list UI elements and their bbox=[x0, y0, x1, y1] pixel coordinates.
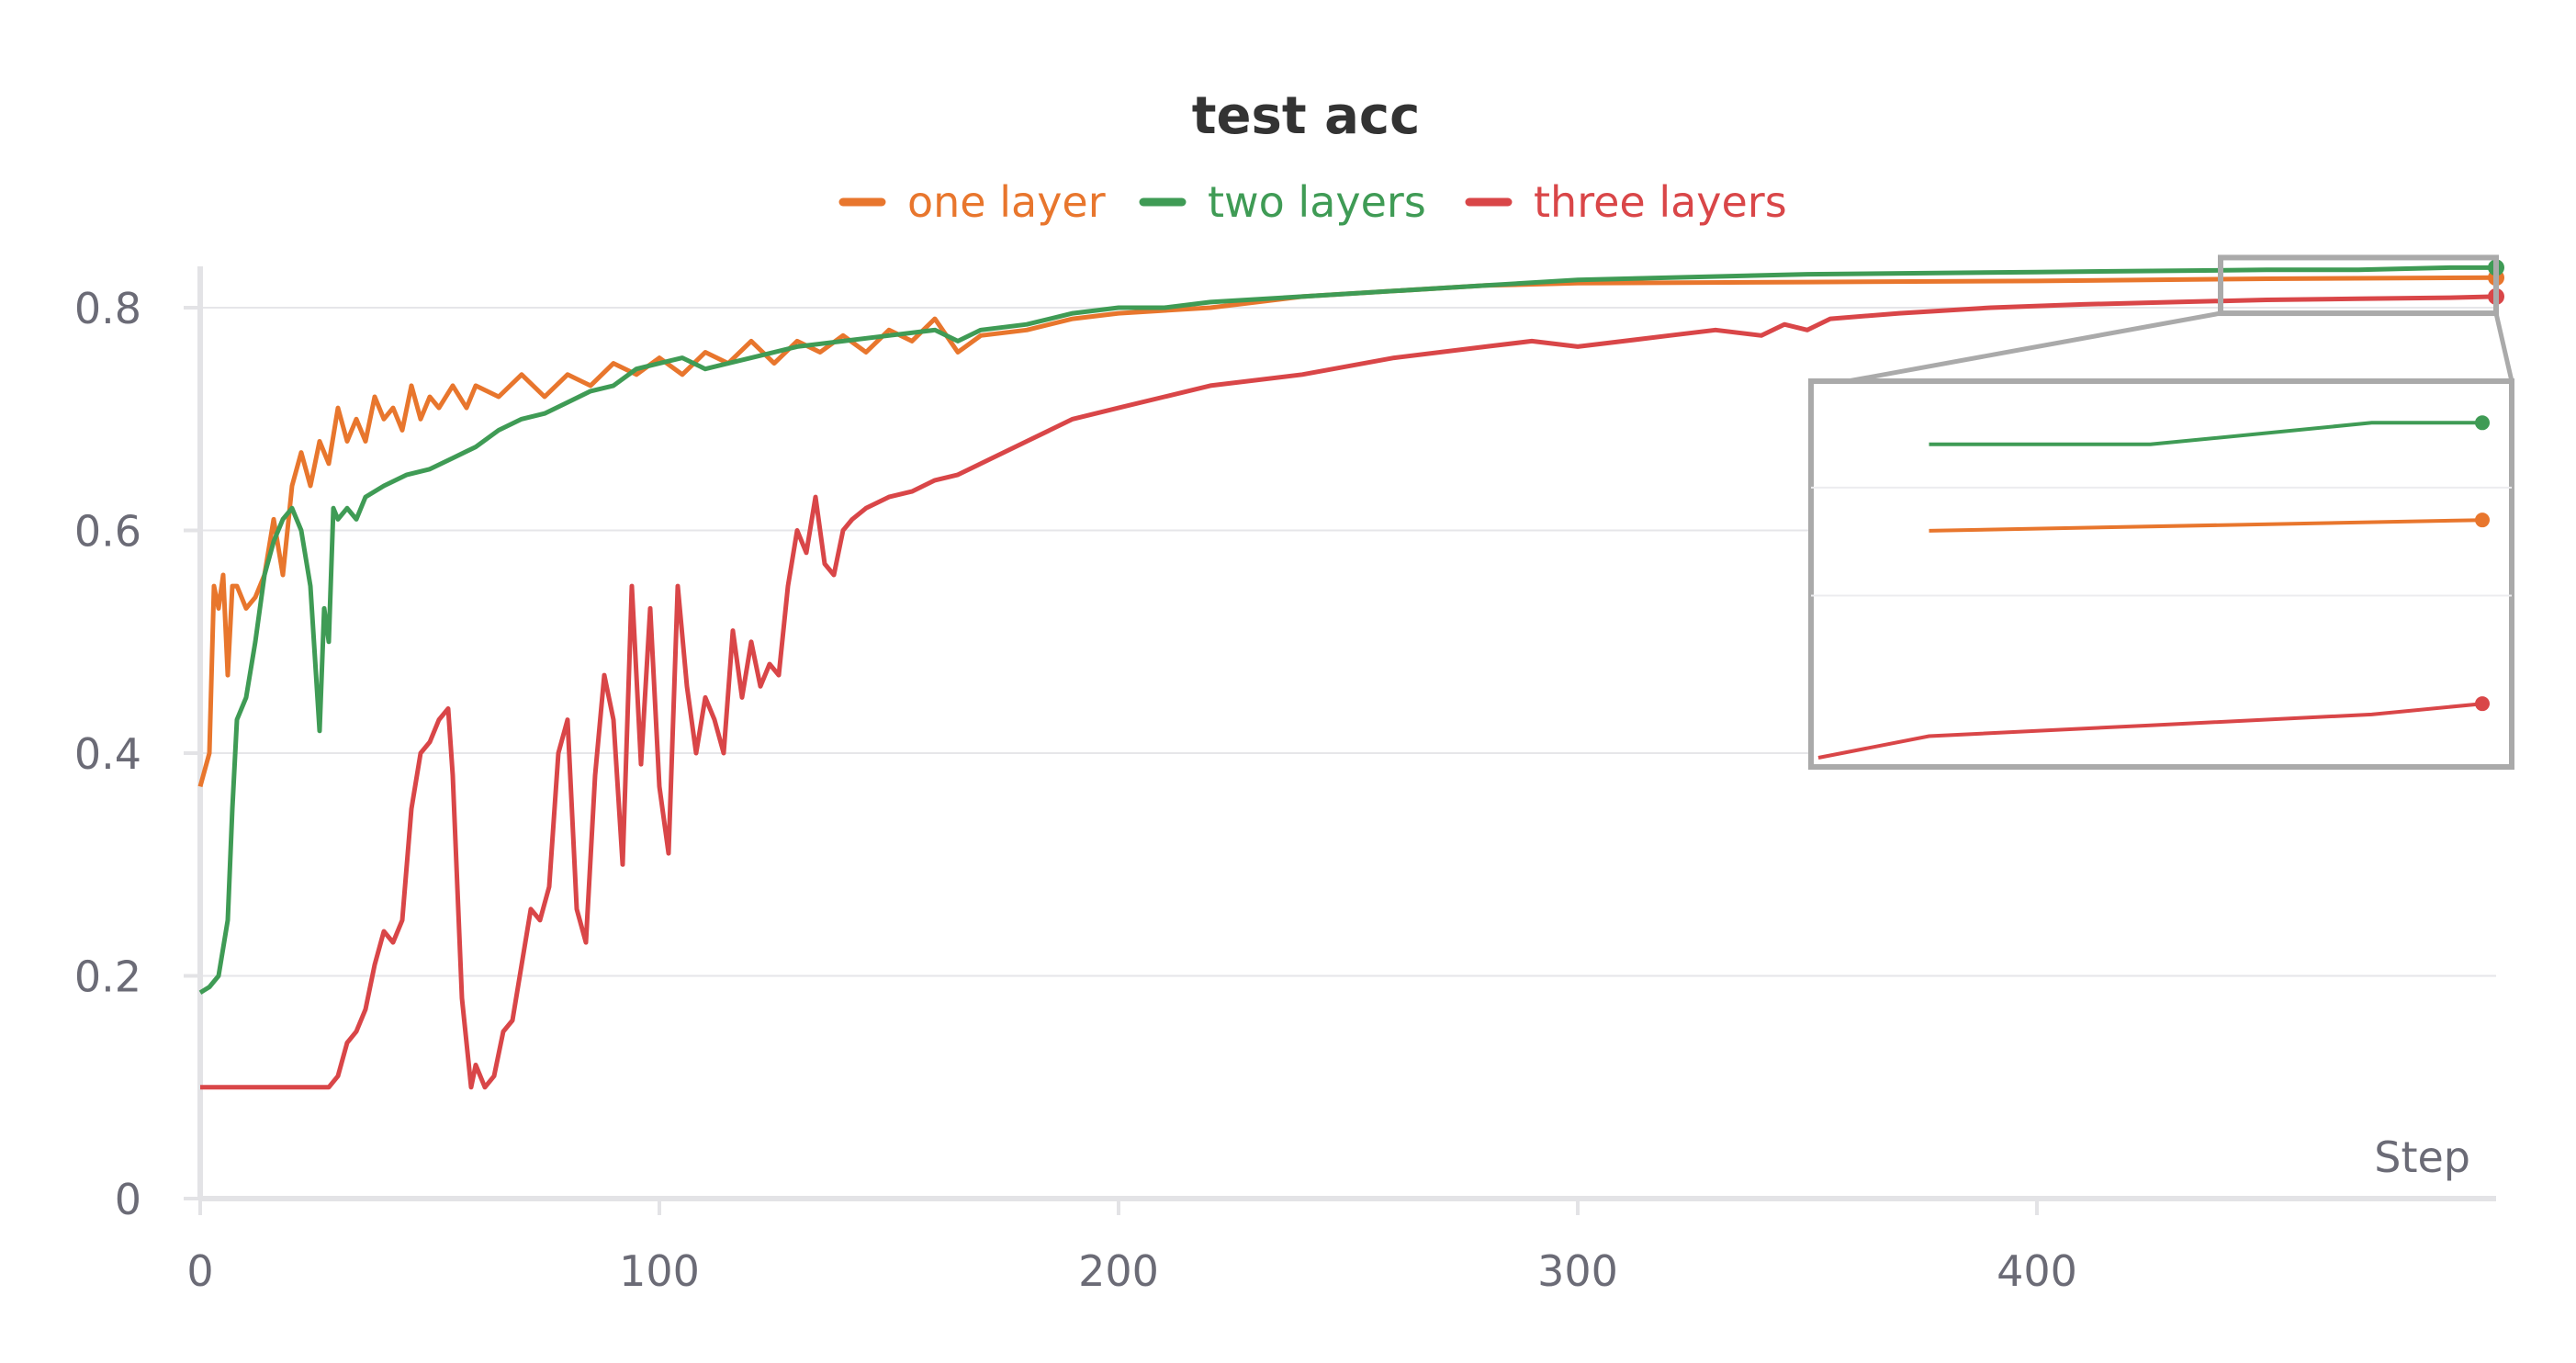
inset-end-point bbox=[2475, 696, 2490, 712]
y-tick-label: 0.6 bbox=[74, 507, 141, 557]
x-tick-label: 400 bbox=[1997, 1246, 2077, 1296]
x-tick-label: 200 bbox=[1078, 1246, 1159, 1296]
series-line-two-layers[interactable] bbox=[198, 265, 2496, 995]
legend-item[interactable]: one layer bbox=[838, 177, 1106, 227]
inset-series-line bbox=[1929, 518, 2483, 533]
y-tick-label: 0.4 bbox=[74, 729, 141, 779]
zoom-inset bbox=[1808, 254, 2514, 770]
zoom-connector bbox=[1847, 310, 2222, 384]
legend: one layer two layers three layers bbox=[838, 177, 1787, 227]
zoom-inset-box bbox=[1808, 378, 2514, 770]
inset-series-line bbox=[1817, 702, 2483, 760]
x-tick-label: 100 bbox=[619, 1246, 700, 1296]
inset-series-line bbox=[1929, 421, 2482, 446]
legend-item[interactable]: two layers bbox=[1139, 177, 1426, 227]
inset-end-point bbox=[2475, 513, 2490, 528]
legend-label: two layers bbox=[1208, 177, 1426, 227]
series-lines bbox=[197, 259, 2504, 1090]
x-tick-label: 300 bbox=[1537, 1246, 1618, 1296]
inset-end-point bbox=[2475, 415, 2490, 431]
y-tick-label: 0.8 bbox=[74, 284, 141, 333]
series-line-three-layers[interactable] bbox=[200, 294, 2497, 1090]
legend-label: three layers bbox=[1534, 177, 1787, 227]
y-tick-label: 0 bbox=[115, 1175, 141, 1224]
legend-item[interactable]: three layers bbox=[1465, 177, 1787, 227]
axes: 0 0.2 0.4 0.6 0.8 0 100 200 300 400 bbox=[74, 266, 2496, 1296]
x-axis-label: Step bbox=[2374, 1132, 2470, 1182]
series-line-one-layer[interactable] bbox=[197, 275, 2497, 788]
x-tick-label: 0 bbox=[186, 1246, 213, 1296]
zoom-source-box bbox=[2218, 254, 2499, 317]
y-tick-label: 0.2 bbox=[74, 952, 141, 1002]
chart-title: test acc bbox=[1192, 86, 1421, 146]
zoom-connector bbox=[2493, 312, 2514, 382]
legend-label: one layer bbox=[907, 177, 1106, 227]
